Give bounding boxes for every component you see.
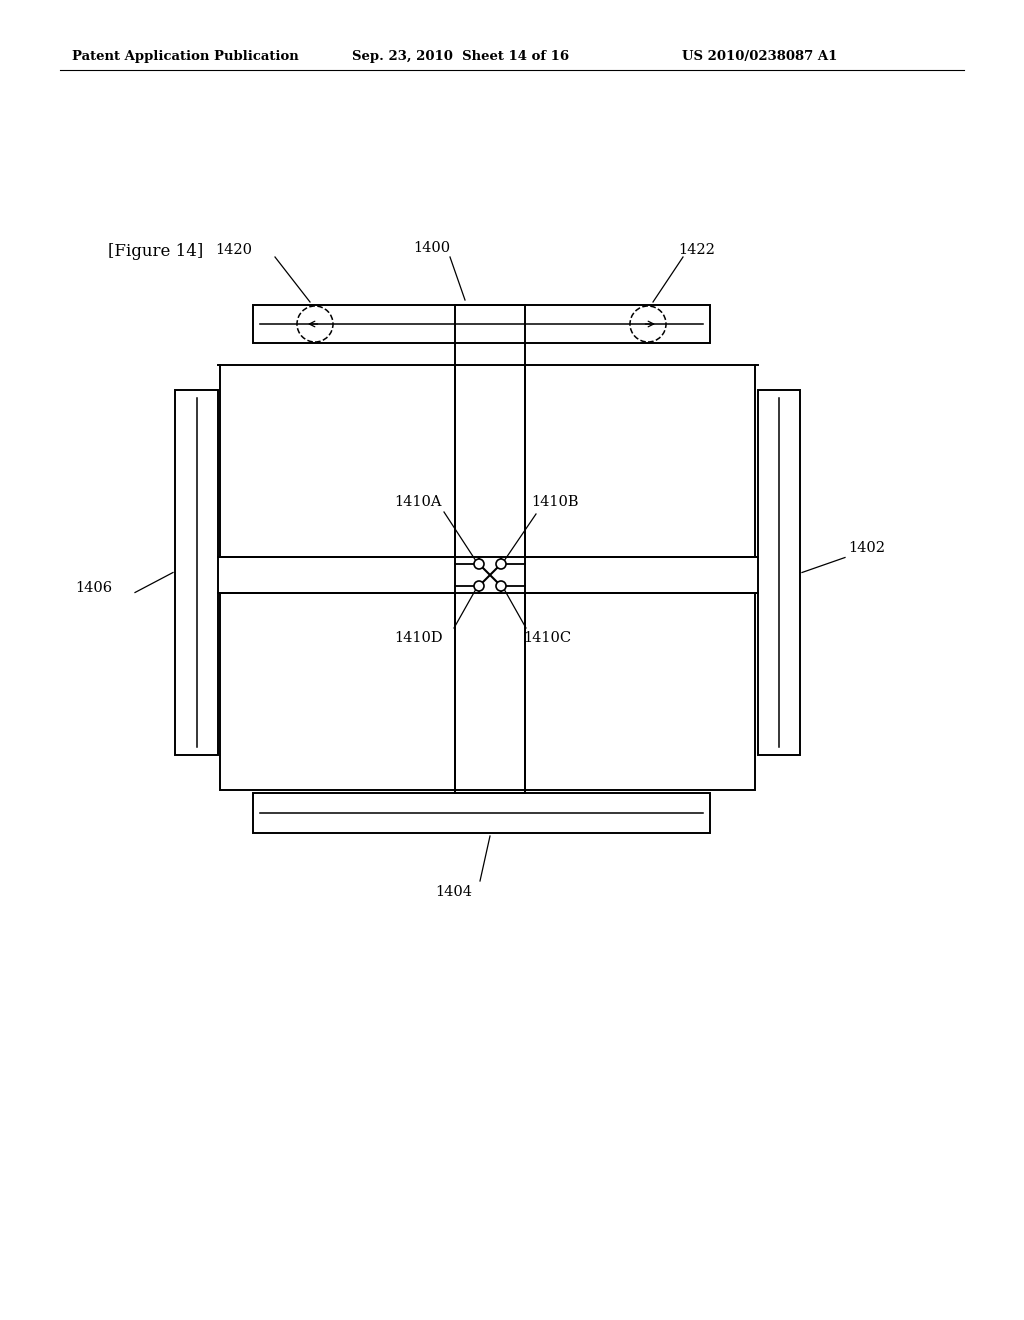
Text: 1400: 1400 [413, 242, 451, 255]
Bar [175, 389, 218, 755]
Text: US 2010/0238087 A1: US 2010/0238087 A1 [682, 50, 838, 63]
Text: 1404: 1404 [435, 884, 472, 899]
Text: Patent Application Publication: Patent Application Publication [72, 50, 299, 63]
Circle shape [496, 581, 506, 591]
Bar [525, 593, 755, 789]
Bar [455, 305, 525, 366]
Text: 1422: 1422 [678, 243, 715, 257]
Text: 1410C: 1410C [523, 631, 571, 645]
Bar [220, 366, 455, 557]
Bar [525, 366, 755, 557]
Bar [758, 389, 800, 755]
Text: 1402: 1402 [848, 540, 885, 554]
Text: Sep. 23, 2010  Sheet 14 of 16: Sep. 23, 2010 Sheet 14 of 16 [352, 50, 569, 63]
Text: 1410D: 1410D [394, 631, 442, 645]
Text: 1406: 1406 [75, 581, 112, 594]
Bar [253, 793, 710, 833]
Circle shape [474, 558, 484, 569]
Text: 1410B: 1410B [531, 495, 579, 510]
Bar [253, 305, 710, 343]
Circle shape [496, 558, 506, 569]
Circle shape [474, 581, 484, 591]
Text: [Figure 14]: [Figure 14] [108, 243, 203, 260]
Text: 1410A: 1410A [394, 495, 441, 510]
Bar [220, 593, 455, 789]
Text: 1420: 1420 [215, 243, 252, 257]
Bar [455, 789, 525, 793]
